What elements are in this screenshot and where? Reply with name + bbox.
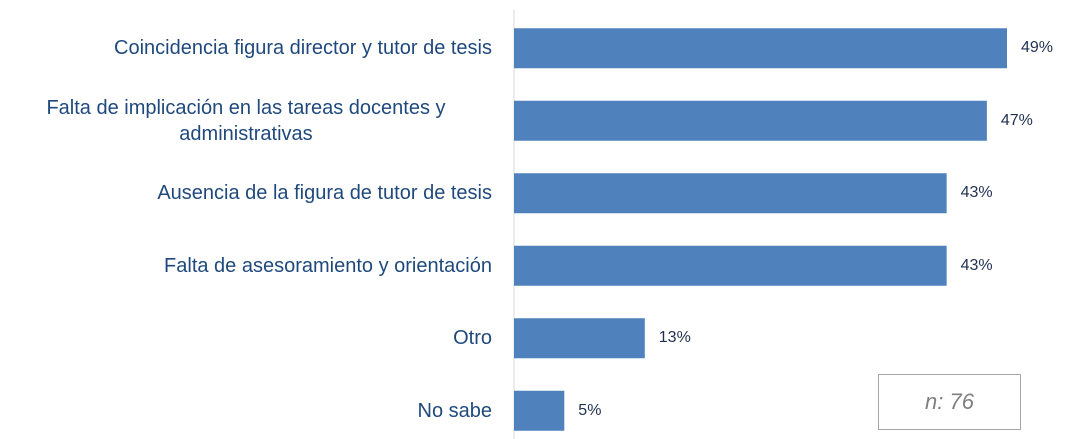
bar [514,173,947,214]
value-label: 49% [1021,39,1054,57]
category-text: No sabe [417,399,493,422]
value-label: 47% [1000,111,1033,129]
bar [514,245,947,286]
bar [514,318,645,359]
value-label: 13% [658,329,691,347]
bar [514,28,1007,69]
bar [514,100,987,141]
bar [514,390,565,431]
category-label: No sabe [0,398,493,424]
value-label: 43% [960,256,993,274]
annotation: n: 76 [878,374,1021,430]
category-label: Falta de asesoramiento y orientación [0,253,492,279]
category-label: Coincidencia figura director y tutor de … [0,35,492,61]
category-label: Falta de implicación en las tareas docen… [0,95,492,147]
category-text: Falta de asesoramiento y orientación [164,254,492,277]
category-text: Otro [453,327,492,350]
value-label: 5% [578,401,602,419]
category-label: Otro [0,325,492,351]
category-text: Falta de implicación en las tareas docen… [46,96,446,145]
category-text: Coincidencia figura director y tutor de … [114,37,492,60]
category-text: Ausencia de la figura de tutor de tesis [157,182,492,205]
value-label: 43% [960,184,993,202]
category-label: Ausencia de la figura de tutor de tesis [0,180,492,206]
